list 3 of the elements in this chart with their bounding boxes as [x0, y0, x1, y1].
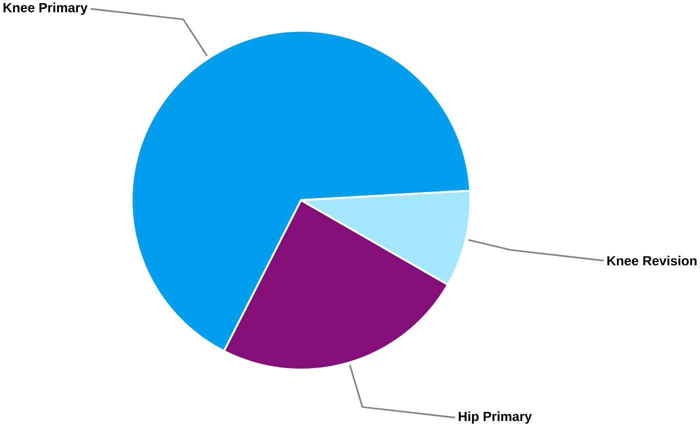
slice-label: Hip Primary: [458, 411, 532, 424]
slice-label: Knee Primary: [4, 2, 88, 15]
slice-label: Knee Revision: [607, 256, 697, 266]
